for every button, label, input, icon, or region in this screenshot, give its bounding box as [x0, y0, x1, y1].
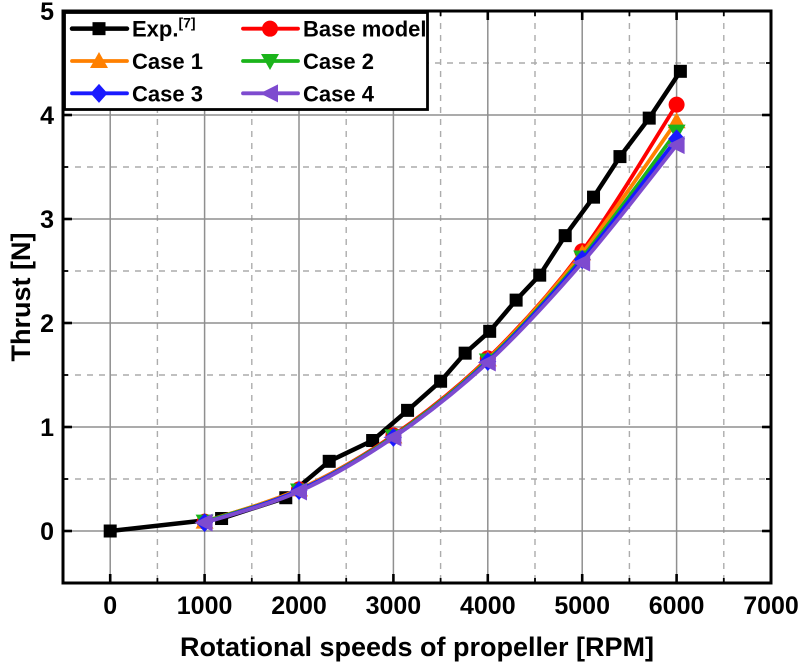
legend-marker: [260, 84, 278, 103]
series-case-1: [195, 112, 686, 529]
legend-label: Base model: [303, 17, 427, 42]
data-point-marker: [668, 96, 685, 113]
y-tick-label: 0: [40, 518, 54, 546]
data-point-marker: [434, 374, 448, 388]
data-point-marker: [458, 346, 472, 360]
data-point-marker: [667, 112, 686, 129]
data-point-marker: [666, 136, 685, 155]
x-tick-label: 7000: [743, 592, 799, 620]
legend-item-case-1: Case 1: [70, 49, 203, 74]
data-point-marker: [642, 111, 656, 125]
x-tick-label: 0: [103, 592, 117, 620]
x-axis-title: Rotational speeds of propeller [RPM]: [180, 632, 654, 662]
data-point-marker: [509, 293, 523, 307]
legend-label: Case 2: [303, 49, 374, 74]
legend-label: Case 4: [303, 81, 375, 106]
data-point-marker: [194, 513, 213, 532]
series-case-4: [194, 136, 685, 532]
series-line: [107, 69, 683, 534]
legend-item-case-4: Case 4: [241, 81, 375, 106]
data-point-marker: [477, 353, 496, 372]
y-tick-label: 3: [40, 206, 54, 234]
legend-item-case-2: Case 2: [241, 49, 374, 74]
legend-marker: [261, 54, 279, 70]
legend-item-base-model: Base model: [241, 17, 427, 42]
x-tick-label: 5000: [554, 592, 610, 620]
y-tick-label: 2: [40, 310, 54, 338]
legend-marker: [90, 83, 108, 103]
data-point-marker: [366, 434, 380, 448]
legend-marker: [90, 52, 108, 68]
legend-marker: [92, 22, 106, 36]
series-layer: [103, 64, 687, 538]
legend-label: Case 1: [132, 49, 203, 74]
data-point-marker: [103, 524, 117, 538]
tick-labels: 0 1000 2000 3000 4000 5000 6000 7000 0 1 2 3 4 5: [40, 0, 799, 620]
y-axis-title: Thrust [N]: [6, 233, 36, 362]
data-point-marker: [289, 482, 307, 501]
legend-label: Case 3: [132, 81, 203, 106]
legend-marker: [262, 20, 278, 37]
data-point-marker: [572, 253, 591, 272]
y-tick-label: 5: [40, 0, 54, 26]
series-exp-: [103, 64, 687, 538]
x-tick-label: 4000: [460, 592, 516, 620]
data-point-marker: [558, 229, 572, 243]
data-point-marker: [401, 403, 415, 417]
y-tick-label: 1: [40, 414, 54, 442]
data-point-marker: [533, 268, 547, 282]
series-line: [202, 143, 679, 525]
data-point-marker: [613, 150, 627, 164]
legend-label-superscript: [7]: [178, 15, 195, 31]
x-tick-label: 2000: [271, 592, 327, 620]
data-point-marker: [383, 428, 402, 447]
y-tick-label: 4: [40, 102, 54, 130]
data-point-marker: [587, 190, 601, 204]
data-point-marker: [673, 64, 687, 78]
legend-item-case-3: Case 3: [70, 81, 203, 106]
data-point-marker: [483, 324, 497, 338]
data-point-marker: [322, 454, 336, 468]
plot-border: [61, 9, 773, 585]
x-tick-label: 1000: [177, 592, 233, 620]
x-tick-label: 6000: [649, 592, 705, 620]
x-tick-label: 3000: [366, 592, 422, 620]
